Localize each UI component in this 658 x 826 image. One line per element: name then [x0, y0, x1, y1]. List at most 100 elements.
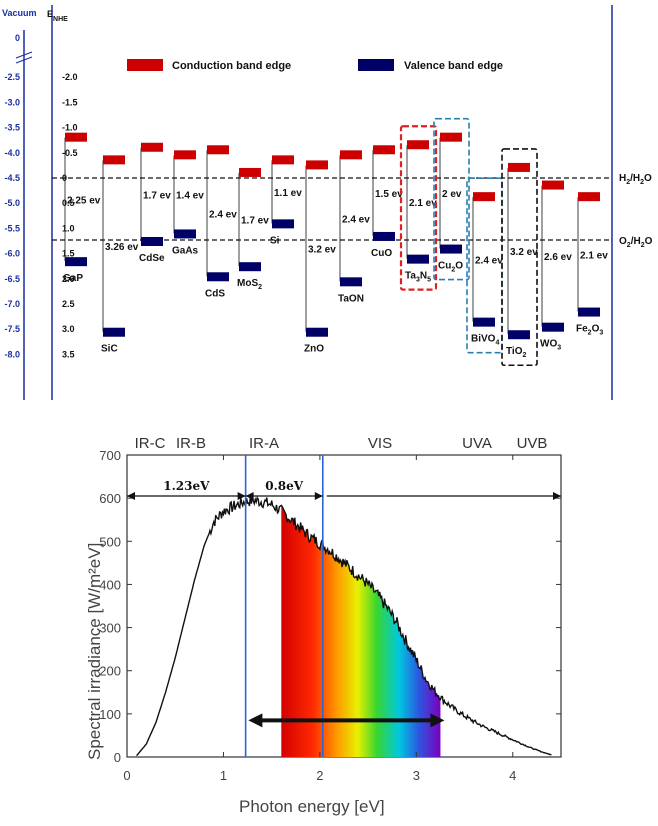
vacuum-tick-label: -7.0	[4, 299, 20, 309]
visible-range-arrow	[248, 713, 445, 728]
material-ta3n5: 2.1 ev Ta3N5	[405, 140, 437, 284]
band-edge-chart: Vacuum ENHE 0 -2.5 -3.0 -3.5 -4.0 -4.5 -5.0 -5.…	[2, 5, 653, 400]
segment-label: 1.23eV	[163, 479, 210, 493]
region-label-uva: UVA	[462, 435, 492, 452]
vacuum-tick-label: -2.5	[4, 72, 20, 82]
highlight-box-tio2	[501, 148, 538, 367]
material-name-label: Ta3N5	[405, 271, 431, 284]
vacuum-tick-label: -3.0	[4, 97, 20, 107]
vb-bar	[473, 317, 495, 327]
solar-spectrum-chart: IR-C IR-B IR-A VIS UVA UVB 0 1 2 3 4 0 100 200 300 40…	[85, 435, 562, 816]
material-name-label: GaP	[63, 273, 83, 284]
material-name-label: TiO2	[506, 346, 526, 359]
materials-group: 2.25 ev GaP 3.26 ev SiC 1.7 ev CdSe 1.4 ev GaAs…	[63, 132, 608, 359]
vb-bar	[542, 322, 564, 332]
visible-band-fill	[281, 495, 441, 757]
nhe-tick-label: 2.0	[62, 274, 75, 284]
vacuum-tick-label: -4.5	[4, 173, 20, 183]
vb-bar	[306, 327, 328, 337]
nhe-tick-label: -2.0	[62, 72, 78, 82]
material-name-label: MoS2	[237, 278, 262, 291]
vb-bar	[508, 330, 530, 340]
legend-vb-swatch	[358, 59, 394, 71]
cb-bar	[578, 192, 600, 202]
cb-bar	[65, 132, 87, 142]
segment-label: 0.8eV	[265, 479, 304, 493]
nhe-axis-label: ENHE	[47, 9, 68, 23]
y-tick-label: 200	[99, 664, 121, 679]
vb-bar	[239, 262, 261, 272]
vacuum-tick-label: -3.5	[4, 123, 20, 133]
vacuum-tick-labels: 0 -2.5 -3.0 -3.5 -4.0 -4.5 -5.0 -5.5 -6.0 -6.5 -7.…	[4, 33, 20, 359]
y-tick-label: 100	[99, 707, 121, 722]
cb-bar	[174, 150, 196, 160]
band-gap-label: 2.4 ev	[209, 209, 237, 220]
nhe-tick-label: -0.5	[62, 148, 78, 158]
material-si: 1.1 ev Si	[270, 155, 302, 246]
material-cdse: 1.7 ev CdSe	[139, 142, 171, 264]
vb-bar	[174, 229, 196, 239]
y-tick-label: 0	[114, 750, 121, 765]
cb-bar	[239, 167, 261, 177]
cb-bar	[473, 192, 495, 202]
y-tick-label: 300	[99, 621, 121, 636]
cb-bar	[542, 180, 564, 190]
cb-bar	[373, 145, 395, 155]
vb-bar	[207, 272, 229, 282]
vb-bar	[440, 244, 462, 254]
arrow-head	[430, 713, 445, 728]
legend-vb-label: Valence band edge	[404, 60, 503, 72]
vacuum-tick-label: -6.0	[4, 249, 20, 259]
band-gap-label: 2.4 ev	[342, 214, 370, 225]
vb-bar	[340, 277, 362, 287]
material-cu2o: 2 ev Cu2O	[438, 132, 463, 274]
band-gap-label: 1.7 ev	[241, 216, 269, 227]
cb-bar	[207, 145, 229, 155]
axis-break	[15, 51, 33, 64]
highlight-box-ta3n5	[399, 125, 438, 291]
vb-bar	[103, 327, 125, 337]
nhe-tick-label: 3.0	[62, 324, 75, 334]
material-name-label: Si	[270, 235, 280, 246]
vb-bar	[373, 231, 395, 241]
cb-bar	[340, 150, 362, 160]
vacuum-tick-label: -6.5	[4, 274, 20, 284]
x-tick-label: 3	[413, 768, 420, 783]
band-gap-label: 1.7 ev	[143, 190, 171, 201]
material-tio2: 3.2 ev TiO2	[506, 162, 538, 359]
vacuum-tick-label: 0	[15, 33, 20, 43]
material-cds: 2.4 ev CdS	[205, 145, 237, 299]
arrow-head	[127, 492, 135, 500]
material-name-label: Fe2O3	[576, 324, 603, 337]
material-name-label: CuO	[371, 248, 392, 259]
material-mos2: 1.7 ev MoS2	[237, 167, 269, 291]
band-gap-label: 2.6 ev	[544, 252, 572, 263]
material-name-label: TaON	[338, 293, 364, 304]
nhe-tick-label: 2.5	[62, 299, 75, 309]
legend: Conduction band edge Valence band edge	[127, 59, 503, 72]
region-label-uvb: UVB	[517, 435, 548, 452]
x-tick-marks: 0 1 2 3 4	[123, 455, 516, 783]
arrow-head	[237, 492, 246, 500]
cb-bar	[508, 162, 530, 172]
segment-remainder	[326, 492, 561, 500]
vb-bar	[141, 237, 163, 246]
legend-cb-label: Conduction band edge	[172, 60, 291, 72]
material-name-label: WO3	[540, 339, 561, 352]
y-tick-label: 400	[99, 577, 121, 592]
vb-bar	[578, 307, 600, 317]
highlight-boxes	[399, 117, 538, 367]
vacuum-tick-label: -4.0	[4, 148, 20, 158]
x-tick-label: 0	[123, 768, 130, 783]
region-label-vis: VIS	[368, 435, 392, 452]
segment-0-8ev: 0.8eV	[245, 479, 323, 500]
y-tick-label: 700	[99, 448, 121, 463]
vacuum-tick-label: -7.5	[4, 324, 20, 334]
material-name-label: CdS	[205, 288, 225, 299]
vb-bar	[272, 219, 294, 229]
band-gap-label: 2.1 ev	[580, 250, 608, 261]
material-sic: 3.26 ev SiC	[101, 155, 139, 355]
arrow-head	[248, 713, 263, 728]
arrow-head	[553, 492, 561, 500]
